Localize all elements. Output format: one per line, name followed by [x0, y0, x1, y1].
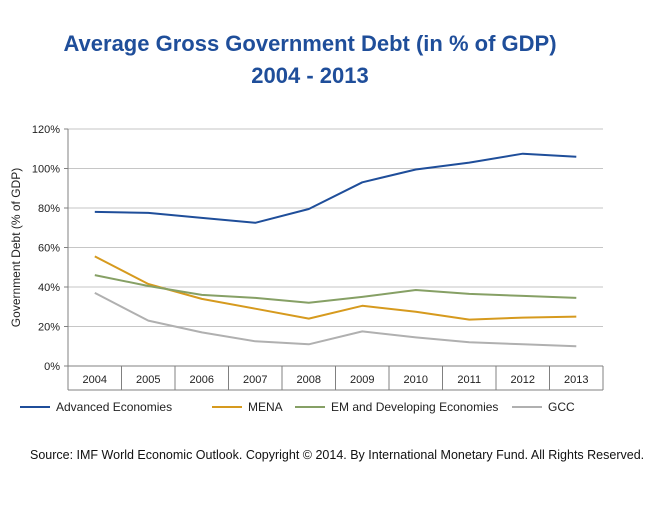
series-line-0	[94, 152, 577, 224]
legend-label: MENA	[248, 400, 283, 414]
legend-label: EM and Developing Economies	[331, 400, 498, 414]
chart-subtitle: 2004 - 2013	[251, 63, 369, 88]
x-tick-label: 2013	[564, 374, 588, 386]
source-note: Source: IMF World Economic Outlook. Copy…	[30, 448, 645, 462]
chart-title-line1: Average Gross Government Debt (in % of G…	[63, 31, 557, 56]
y-axis-label: Government Debt (% of GDP)	[9, 168, 23, 327]
chart-title: Average Gross Government Debt (in % of G…	[0, 28, 620, 92]
y-tick-label: 40%	[38, 282, 60, 294]
x-tick-label: 2010	[404, 374, 428, 386]
line-chart: 0% 20% 40% 60% 80% 100% 120% 2004 2005 2006 2007 20…	[9, 124, 604, 414]
y-tick-label: 120%	[32, 124, 60, 136]
x-tick-label: 2005	[136, 374, 160, 386]
y-tick-label: 100%	[32, 164, 60, 176]
axes: 0% 20% 40% 60% 80% 100% 120% 2004 2005 2006 2007 20…	[32, 124, 604, 391]
series-line-1	[94, 255, 577, 321]
legend-label: Advanced Economies	[56, 400, 172, 414]
y-tick-label: 0%	[44, 361, 60, 373]
x-tick-label: 2007	[243, 374, 267, 386]
y-tick-label: 80%	[38, 203, 60, 215]
y-tick-label: 20%	[38, 322, 60, 334]
x-tick-label: 2012	[511, 374, 535, 386]
series-line-2	[94, 274, 577, 304]
series-lines	[94, 152, 577, 348]
x-tick-label: 2009	[350, 374, 374, 386]
y-tick-label: 60%	[38, 243, 60, 255]
x-tick-label: 2006	[190, 374, 214, 386]
x-tick-label: 2008	[297, 374, 321, 386]
legend: Advanced Economies MENA EM and Developing …	[20, 400, 575, 414]
x-tick-label: 2011	[457, 374, 481, 386]
series-line-3	[94, 292, 577, 348]
gridlines	[68, 128, 603, 327]
legend-label: GCC	[548, 400, 575, 414]
x-tick-label: 2004	[83, 374, 107, 386]
